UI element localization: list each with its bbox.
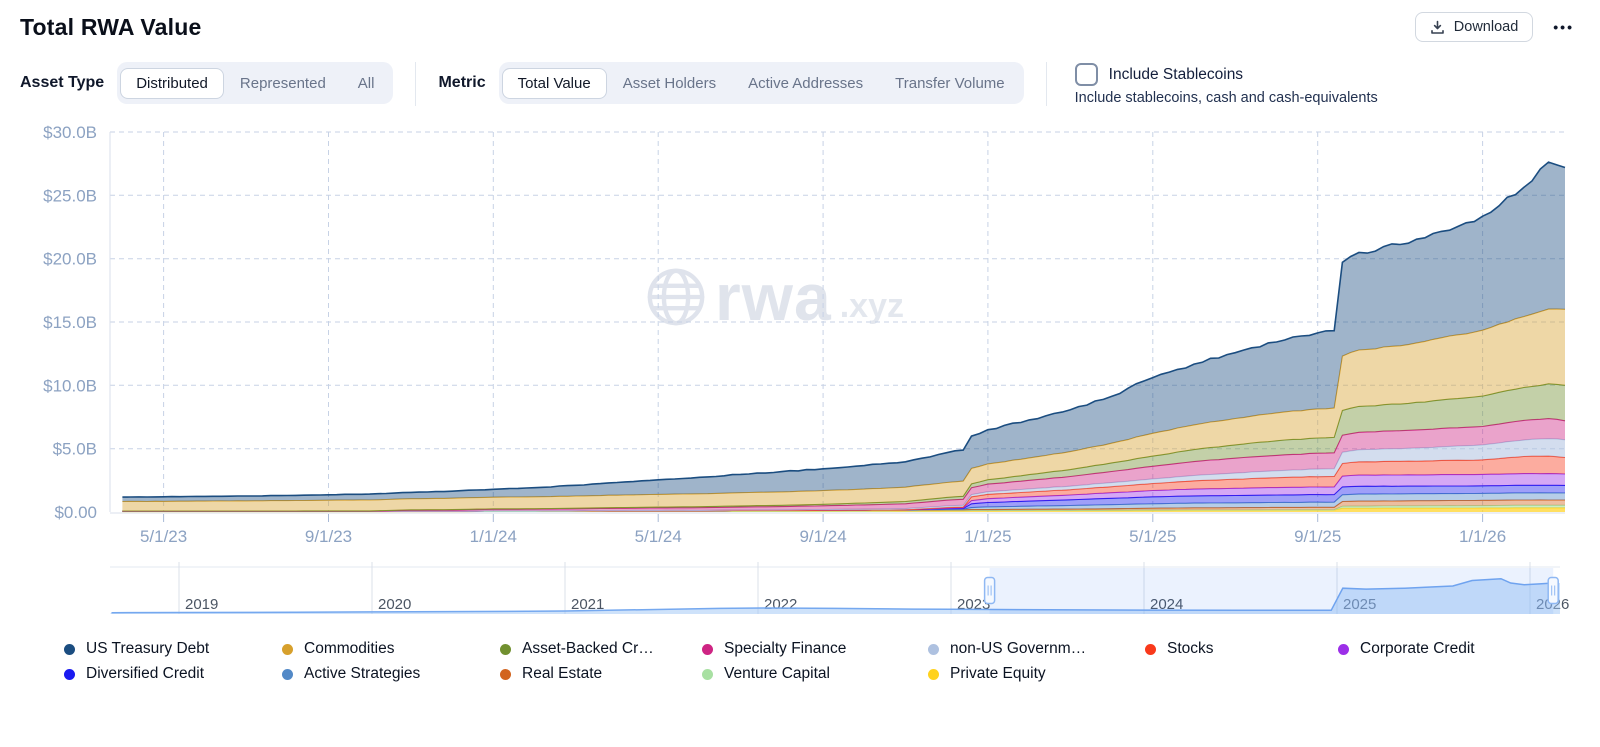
legend-item-corporate-credit[interactable]: Corporate Credit bbox=[1338, 638, 1475, 660]
x-axis-tick-label: 9/1/23 bbox=[305, 527, 352, 546]
legend-dot-non-us-governm bbox=[928, 643, 939, 655]
y-axis-tick-label: $15.0B bbox=[43, 313, 97, 332]
legend-item-real-estate[interactable]: Real Estate bbox=[500, 663, 602, 685]
brush-handle-right[interactable] bbox=[1547, 576, 1559, 605]
x-axis-tick-label: 9/1/25 bbox=[1294, 527, 1341, 546]
brush-selection[interactable] bbox=[989, 568, 1554, 614]
legend-label: Active Strategies bbox=[304, 665, 421, 682]
y-axis-tick-label: $5.0B bbox=[53, 440, 97, 459]
y-axis-tick-label: $30.0B bbox=[43, 123, 97, 142]
legend-item-asset-backed-cr[interactable]: Asset-Backed Cr… bbox=[500, 638, 654, 660]
legend-label: Corporate Credit bbox=[1360, 640, 1475, 657]
metric-option-total-value[interactable]: Total Value bbox=[501, 67, 607, 99]
legend-item-private-equity[interactable]: Private Equity bbox=[928, 663, 1046, 685]
divider bbox=[1045, 62, 1047, 106]
asset-type-label: Asset Type bbox=[20, 74, 105, 91]
stablecoins-setting: Include Stablecoins Include stablecoins,… bbox=[1074, 62, 1378, 106]
metric-option-asset-holders[interactable]: Asset Holders bbox=[607, 68, 732, 99]
chart-controls: Asset Type Distributed Represented All Met… bbox=[20, 62, 1580, 106]
download-label: Download bbox=[1453, 19, 1519, 35]
x-axis-tick-label: 1/1/24 bbox=[470, 527, 517, 546]
y-axis-tick-label: $20.0B bbox=[43, 250, 97, 269]
legend-label: Commodities bbox=[304, 640, 395, 657]
page-title: Total RWA Value bbox=[20, 13, 202, 40]
time-brush: 2019 2020 2021 2022 2023 2024 2025 2026 bbox=[110, 562, 1569, 614]
legend-dot-diversified-credit bbox=[64, 668, 75, 680]
asset-type-segmented-control: Distributed Represented All bbox=[117, 62, 394, 104]
legend-label: Asset-Backed Cr… bbox=[522, 640, 654, 657]
asset-type-option-distributed[interactable]: Distributed bbox=[120, 67, 224, 99]
legend-item-us-treasury-debt[interactable]: US Treasury Debt bbox=[64, 638, 209, 660]
legend-label: US Treasury Debt bbox=[86, 640, 210, 657]
metric-label: Metric bbox=[438, 74, 486, 91]
legend-label: Private Equity bbox=[950, 665, 1046, 682]
legend-label: Real Estate bbox=[522, 665, 603, 682]
legend-label: Stocks bbox=[1167, 640, 1214, 657]
legend-dot-venture-capital bbox=[702, 668, 713, 680]
legend-item-specialty-finance[interactable]: Specialty Finance bbox=[702, 638, 846, 660]
metric-option-transfer-volume[interactable]: Transfer Volume bbox=[879, 68, 1021, 99]
legend-item-commodities[interactable]: Commodities bbox=[282, 638, 394, 660]
include-stablecoins-checkbox[interactable] bbox=[1074, 63, 1098, 86]
y-axis-tick-label: $25.0B bbox=[43, 186, 97, 205]
legend-item-active-strategies[interactable]: Active Strategies bbox=[282, 663, 420, 685]
metric-segmented-control: Total Value Asset Holders Active Addresses… bbox=[498, 62, 1024, 104]
legend-item-diversified-credit[interactable]: Diversified Credit bbox=[64, 663, 204, 685]
legend-dot-private-equity bbox=[928, 668, 939, 680]
legend-item-stocks[interactable]: Stocks bbox=[1145, 638, 1214, 660]
asset-type-option-all[interactable]: All bbox=[342, 68, 391, 99]
legend-dot-stocks bbox=[1145, 643, 1156, 655]
card-header: Total RWA Value Download ••• bbox=[20, 12, 1580, 42]
x-axis-tick-label: 5/1/23 bbox=[140, 527, 187, 546]
brush-year-label: 2019 bbox=[185, 596, 218, 613]
asset-type-option-represented[interactable]: Represented bbox=[224, 68, 342, 99]
download-icon bbox=[1430, 20, 1445, 35]
legend-dot-real-estate bbox=[500, 668, 511, 680]
x-axis-tick-label: 5/1/25 bbox=[1129, 527, 1176, 546]
legend-dot-corporate-credit bbox=[1338, 643, 1349, 655]
legend-label: non-US Governm… bbox=[950, 640, 1087, 657]
legend-label: Specialty Finance bbox=[724, 640, 847, 657]
brush-handle-left[interactable] bbox=[983, 576, 996, 605]
divider bbox=[415, 62, 417, 106]
brush-year-label: 2021 bbox=[571, 596, 604, 613]
legend-label: Venture Capital bbox=[724, 665, 830, 682]
x-axis-tick-label: 1/1/26 bbox=[1459, 527, 1506, 546]
x-axis-tick-label: 9/1/24 bbox=[799, 527, 846, 546]
y-axis-tick-label: $10.0B bbox=[43, 376, 97, 395]
legend-dot-us-treasury-debt bbox=[64, 643, 75, 655]
include-stablecoins-label: Include Stablecoins bbox=[1108, 65, 1244, 83]
brush-year-label: 2020 bbox=[378, 596, 411, 613]
legend-dot-specialty-finance bbox=[702, 643, 713, 655]
include-stablecoins-description: Include stablecoins, cash and cash-equiv… bbox=[1074, 90, 1378, 106]
plot-area[interactable] bbox=[110, 132, 1565, 512]
x-axis-tick-label: 5/1/24 bbox=[635, 527, 682, 546]
y-axis-tick-label: $0.00 bbox=[54, 503, 97, 522]
metric-option-active-addresses[interactable]: Active Addresses bbox=[732, 68, 879, 99]
download-button[interactable]: Download bbox=[1414, 12, 1534, 42]
legend-label: Diversified Credit bbox=[86, 665, 205, 682]
legend-dot-asset-backed-cr bbox=[500, 643, 511, 655]
more-menu-button[interactable]: ••• bbox=[1553, 19, 1574, 35]
legend-dot-active-strategies bbox=[282, 668, 293, 680]
legend-item-venture-capital[interactable]: Venture Capital bbox=[702, 663, 830, 685]
legend-dot-commodities bbox=[282, 643, 293, 655]
brush-year-label: 2022 bbox=[764, 596, 797, 613]
legend-item-non-us-governm[interactable]: non-US Governm… bbox=[928, 638, 1086, 660]
x-axis-tick-label: 1/1/25 bbox=[964, 527, 1011, 546]
